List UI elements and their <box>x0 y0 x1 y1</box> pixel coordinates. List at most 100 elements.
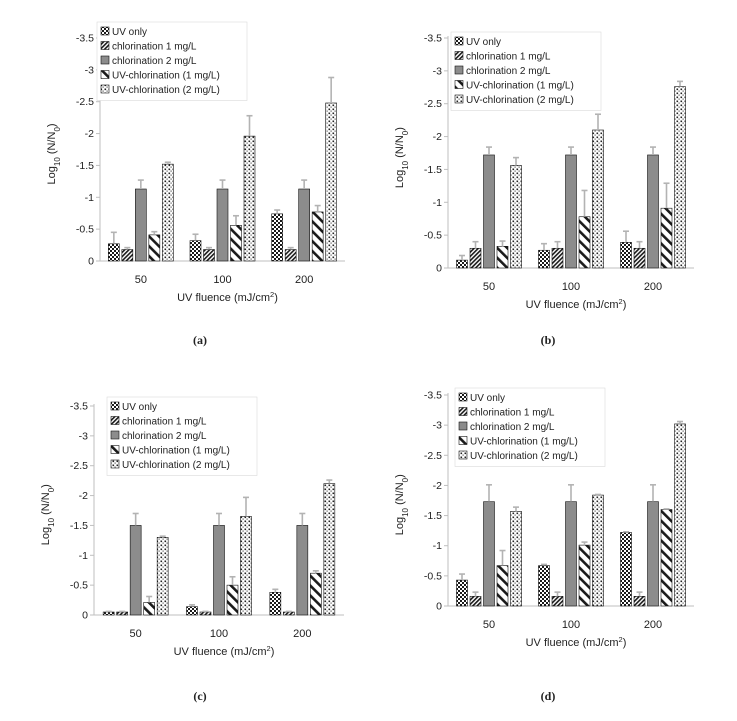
bar <box>647 501 659 607</box>
x-tick-label: 200 <box>295 274 313 286</box>
legend-swatch <box>110 445 120 454</box>
bar <box>216 188 229 262</box>
bar <box>311 211 324 262</box>
bar <box>633 596 646 607</box>
x-axis-label: UV fluence (mJ/cm2) <box>526 297 627 312</box>
x-tick-label: 50 <box>483 619 495 631</box>
bar <box>284 249 297 262</box>
legend-frame <box>96 21 248 101</box>
legend-entry: chlorination 2 mg/L <box>112 56 197 67</box>
y-tick-label: -3 <box>433 65 442 77</box>
y-tick-label: -2 <box>433 480 442 492</box>
bar <box>592 129 604 269</box>
legend-swatch <box>110 430 120 440</box>
y-axis-label: Log10 (N/N0) <box>394 474 410 535</box>
y-tick-label: -0.5 <box>76 224 94 236</box>
bar <box>121 249 134 262</box>
legend-entry: chlorination 2 mg/L <box>122 431 207 442</box>
legend-swatch <box>458 392 468 402</box>
bar <box>456 579 468 607</box>
y-tick-label: -0.5 <box>70 580 88 592</box>
x-tick-label: 200 <box>644 619 662 631</box>
bar <box>129 525 142 616</box>
legend-entry: chlorination 1 mg/L <box>112 42 197 53</box>
legend-swatch <box>110 401 120 411</box>
x-tick-label: 200 <box>293 628 311 640</box>
y-tick-label: 0 <box>436 601 442 613</box>
y-tick-label: -3.5 <box>424 390 442 402</box>
legend-swatch <box>100 55 110 65</box>
bar <box>269 592 282 616</box>
chart-legend: UV only chlorination 1 mg/L chlorination 2… <box>106 396 258 476</box>
legend-swatch <box>110 416 120 425</box>
bar <box>226 584 239 616</box>
bar <box>647 154 659 269</box>
y-tick-label: -1 <box>433 197 442 209</box>
legend-frame <box>454 387 606 467</box>
bar <box>143 602 155 616</box>
bar <box>243 135 256 262</box>
y-tick-label: -0.5 <box>424 570 442 582</box>
chart-legend: UV only chlorination 1 mg/L chlorination 2… <box>454 387 606 467</box>
bar <box>240 516 252 616</box>
legend-swatch <box>458 450 468 460</box>
legend-entry: UV-chlorination (2 mg/L) <box>470 451 578 462</box>
bar <box>483 154 495 269</box>
bar <box>510 511 522 607</box>
legend-swatch <box>458 421 468 431</box>
y-tick-label: -2.5 <box>424 450 442 462</box>
bar <box>496 565 509 607</box>
legend-swatch <box>110 459 120 469</box>
legend-swatch <box>458 407 468 416</box>
bar <box>660 207 673 269</box>
legend-entry: chlorination 1 mg/L <box>470 408 555 419</box>
legend-entry: chlorination 2 mg/L <box>470 422 555 433</box>
x-tick-label: 50 <box>483 281 495 293</box>
bar <box>592 494 604 607</box>
x-tick-label: 50 <box>135 274 147 286</box>
bar <box>271 213 283 262</box>
legend-entry: UV-chlorination (2 mg/L) <box>112 85 220 96</box>
y-tick-label: -2 <box>433 131 442 143</box>
y-tick-label: -1.5 <box>424 164 442 176</box>
y-tick-label: -2.5 <box>76 96 94 108</box>
bar <box>674 423 686 607</box>
panel-label: (c) <box>193 689 206 703</box>
legend-entry: UV-chlorination (2 mg/L) <box>466 95 574 106</box>
chart-legend: UV only chlorination 1 mg/L chlorination 2… <box>96 21 248 101</box>
y-tick-label: -1 <box>85 192 94 204</box>
bar <box>565 501 577 607</box>
legend-entry: chlorination 2 mg/L <box>466 66 551 77</box>
legend-entry: UV-chlorination (1 mg/L) <box>112 71 220 82</box>
panel-label: (d) <box>541 689 556 703</box>
legend-frame <box>106 396 258 476</box>
x-tick-label: 100 <box>562 619 580 631</box>
bar <box>620 242 632 269</box>
bar <box>633 247 646 269</box>
legend-entry: UV only <box>470 393 505 404</box>
x-axis-label: UV fluence (mJ/cm2) <box>174 644 275 659</box>
x-axis-label: UV fluence (mJ/cm2) <box>177 290 278 305</box>
bar <box>116 611 128 616</box>
bar <box>189 240 202 262</box>
y-tick-label: -1.5 <box>76 160 94 172</box>
y-tick-label: 0 <box>82 610 88 622</box>
bar <box>483 501 495 607</box>
x-tick-label: 100 <box>213 274 231 286</box>
y-tick-label: -2 <box>79 490 88 502</box>
legend-entry: UV only <box>112 27 147 38</box>
legend-swatch <box>100 84 110 94</box>
bar <box>538 249 550 269</box>
y-tick-label: -1 <box>433 540 442 552</box>
bar <box>283 611 295 616</box>
legend-entry: UV only <box>466 37 501 48</box>
chart-panel-2: 0 -0.5 -1 -1.5 -2 -2.5 -3 -3.5 Log10 (N/N0) 50 100… <box>394 31 694 347</box>
y-tick-label: -1.5 <box>70 520 88 532</box>
chart-panel-1: 0 -0.5 -1 -1.5 -2 -2.5 -3 -3.5 Log10 (N/N0) 50 100… <box>46 21 345 347</box>
legend-swatch <box>100 41 110 50</box>
y-tick-label: -1.5 <box>424 510 442 522</box>
legend-entry: chlorination 1 mg/L <box>466 52 551 63</box>
legend-entry: UV-chlorination (1 mg/L) <box>470 437 578 448</box>
y-axis-label: Log10 (N/N0) <box>394 127 410 188</box>
y-tick-label: -3.5 <box>70 401 88 413</box>
